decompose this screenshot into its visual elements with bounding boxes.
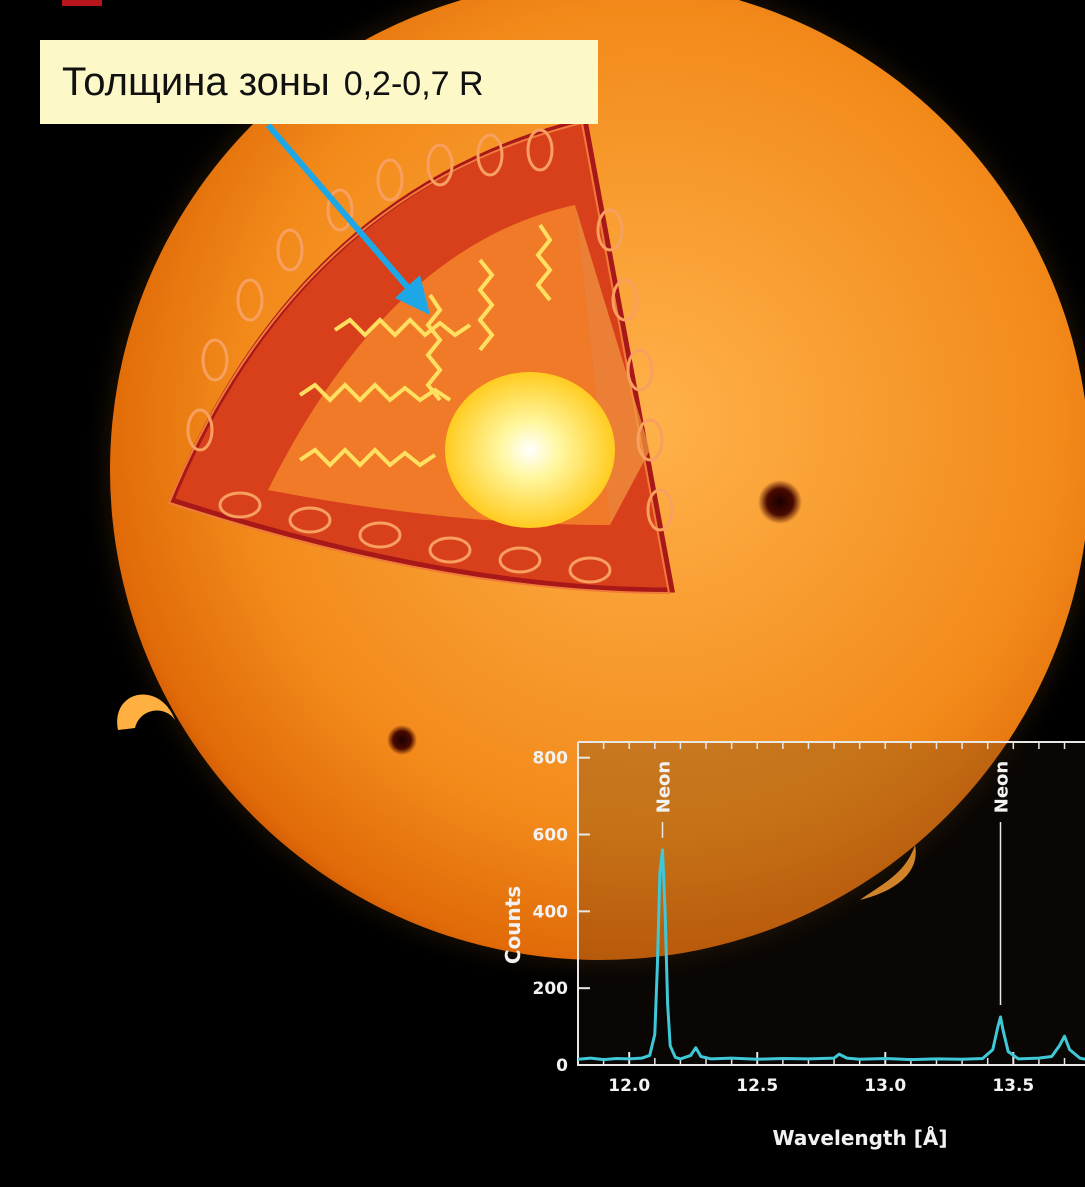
callout-text: Толщина зоны — [62, 60, 330, 104]
annotation-label: Neon — [654, 761, 675, 813]
callout-value: 0,2-0,7 R — [343, 65, 484, 103]
prominence-left — [117, 694, 175, 730]
callout-box: Толщина зоны 0,2-0,7 R — [40, 40, 598, 124]
x-tick-label: 13.0 — [864, 1076, 906, 1096]
series-line — [577, 848, 1085, 1062]
x-tick-label: 12.0 — [608, 1076, 650, 1096]
radiative-zone-shade — [575, 205, 650, 525]
solar-core — [445, 372, 615, 528]
y-tick-label: 200 — [533, 979, 569, 999]
radiation-waves — [298, 223, 553, 468]
y-tick-label: 600 — [533, 826, 569, 846]
convection-loops — [186, 128, 674, 584]
y-tick-label: 0 — [556, 1056, 568, 1076]
y-tick-label: 800 — [533, 749, 569, 769]
corner-mark — [62, 0, 102, 6]
callout-arrow-head — [395, 275, 430, 315]
y-axis-label: Counts — [501, 886, 525, 964]
y-tick-label: 400 — [533, 902, 569, 922]
convective-zone-inner — [167, 121, 671, 595]
sunspot — [758, 480, 802, 524]
x-axis-label: Wavelength [Å] — [773, 1126, 948, 1150]
x-tick-label: 12.5 — [736, 1076, 778, 1096]
sunspot — [387, 725, 417, 755]
prominence-right — [860, 845, 916, 900]
callout-arrow — [265, 123, 413, 292]
spectrum-chart: Counts Wavelength [Å] 0 200 400 600 800 12.0… — [501, 741, 1085, 1150]
annotation-label: Neon — [992, 761, 1013, 813]
x-tick-label: 13.5 — [992, 1076, 1034, 1096]
